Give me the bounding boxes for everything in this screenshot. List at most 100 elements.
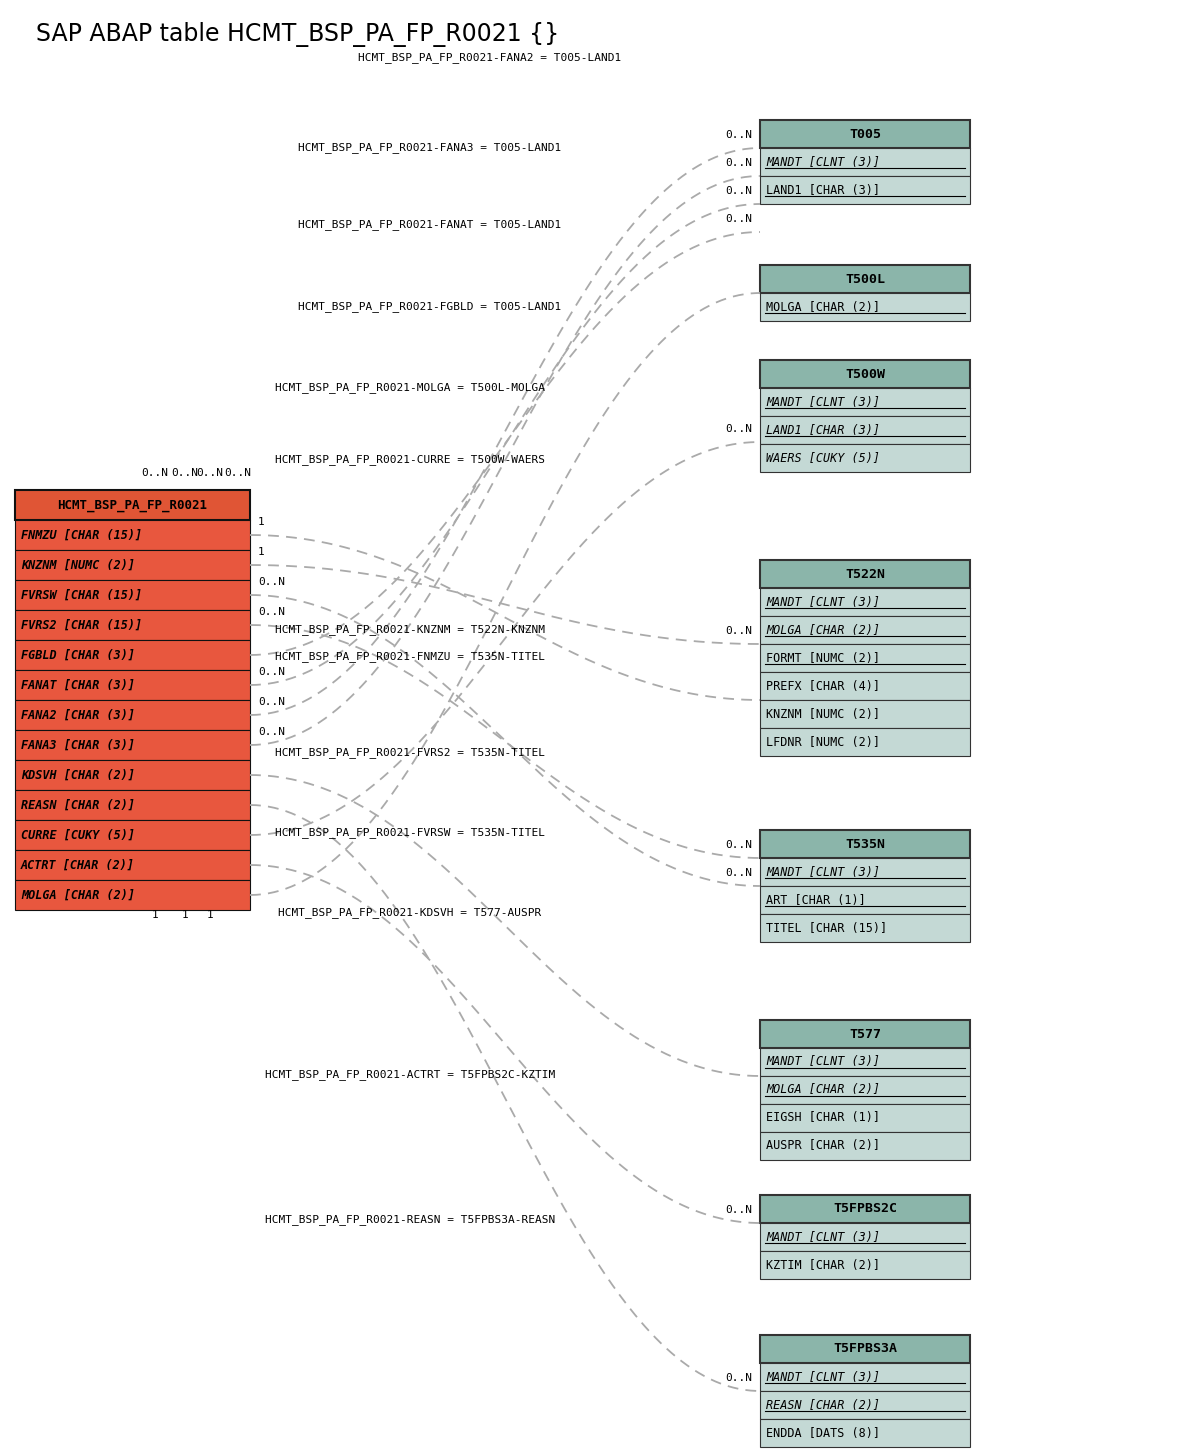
Text: 0..N: 0..N <box>725 215 752 223</box>
FancyBboxPatch shape <box>760 589 970 616</box>
FancyBboxPatch shape <box>14 700 250 729</box>
FancyBboxPatch shape <box>14 521 250 550</box>
Text: HCMT_BSP_PA_FP_R0021-MOLGA = T500L-MOLGA: HCMT_BSP_PA_FP_R0021-MOLGA = T500L-MOLGA <box>275 383 545 393</box>
FancyBboxPatch shape <box>760 1251 970 1279</box>
Text: T500L: T500L <box>846 273 885 286</box>
FancyBboxPatch shape <box>760 1048 970 1076</box>
Text: HCMT_BSP_PA_FP_R0021-FVRS2 = T535N-TITEL: HCMT_BSP_PA_FP_R0021-FVRS2 = T535N-TITEL <box>275 748 545 758</box>
Text: HCMT_BSP_PA_FP_R0021-CURRE = T500W-WAERS: HCMT_BSP_PA_FP_R0021-CURRE = T500W-WAERS <box>275 454 545 465</box>
Text: HCMT_BSP_PA_FP_R0021: HCMT_BSP_PA_FP_R0021 <box>58 499 208 512</box>
Text: T500W: T500W <box>846 367 885 380</box>
Text: FGBLD [CHAR (3)]: FGBLD [CHAR (3)] <box>20 648 135 661</box>
Text: HCMT_BSP_PA_FP_R0021-REASN = T5FPBS3A-REASN: HCMT_BSP_PA_FP_R0021-REASN = T5FPBS3A-RE… <box>265 1215 555 1225</box>
Text: 0..N: 0..N <box>142 468 168 479</box>
FancyBboxPatch shape <box>760 914 970 942</box>
Text: MANDT [CLNT (3)]: MANDT [CLNT (3)] <box>766 155 880 168</box>
Text: 0..N: 0..N <box>725 840 752 850</box>
Text: KNZNM [NUMC (2)]: KNZNM [NUMC (2)] <box>766 708 880 721</box>
FancyBboxPatch shape <box>760 560 970 589</box>
Text: HCMT_BSP_PA_FP_R0021-ACTRT = T5FPBS2C-KZTIM: HCMT_BSP_PA_FP_R0021-ACTRT = T5FPBS2C-KZ… <box>265 1070 555 1080</box>
FancyBboxPatch shape <box>14 490 250 521</box>
Text: AUSPR [CHAR (2)]: AUSPR [CHAR (2)] <box>766 1140 880 1153</box>
Text: FANA3 [CHAR (3)]: FANA3 [CHAR (3)] <box>20 738 135 751</box>
FancyBboxPatch shape <box>14 880 250 911</box>
FancyBboxPatch shape <box>760 148 970 175</box>
Text: MOLGA [CHAR (2)]: MOLGA [CHAR (2)] <box>766 624 880 637</box>
FancyBboxPatch shape <box>14 670 250 700</box>
Text: HCMT_BSP_PA_FP_R0021-FNMZU = T535N-TITEL: HCMT_BSP_PA_FP_R0021-FNMZU = T535N-TITEL <box>275 651 545 663</box>
FancyBboxPatch shape <box>760 671 970 700</box>
Text: T5FPBS3A: T5FPBS3A <box>833 1343 897 1356</box>
Text: T535N: T535N <box>846 838 885 851</box>
FancyBboxPatch shape <box>760 1132 970 1160</box>
FancyBboxPatch shape <box>14 821 250 850</box>
Text: CURRE [CUKY (5)]: CURRE [CUKY (5)] <box>20 828 135 841</box>
FancyBboxPatch shape <box>760 293 970 320</box>
Text: T522N: T522N <box>846 567 885 580</box>
Text: 0..N: 0..N <box>172 468 198 479</box>
Text: KZTIM [CHAR (2)]: KZTIM [CHAR (2)] <box>766 1259 880 1272</box>
Text: HCMT_BSP_PA_FP_R0021-FGBLD = T005-LAND1: HCMT_BSP_PA_FP_R0021-FGBLD = T005-LAND1 <box>298 302 562 312</box>
Text: FANAT [CHAR (3)]: FANAT [CHAR (3)] <box>20 679 135 692</box>
FancyBboxPatch shape <box>760 1391 970 1420</box>
Text: T005: T005 <box>849 128 882 141</box>
Text: 0..N: 0..N <box>725 1205 752 1215</box>
Text: ACTRT [CHAR (2)]: ACTRT [CHAR (2)] <box>20 858 135 871</box>
Text: ART [CHAR (1)]: ART [CHAR (1)] <box>766 893 866 906</box>
FancyBboxPatch shape <box>14 790 250 821</box>
Text: REASN [CHAR (2)]: REASN [CHAR (2)] <box>766 1398 880 1411</box>
Text: REASN [CHAR (2)]: REASN [CHAR (2)] <box>20 799 135 812</box>
Text: 1: 1 <box>258 518 264 526</box>
Text: 0..N: 0..N <box>725 130 752 141</box>
FancyBboxPatch shape <box>760 1363 970 1391</box>
Text: 1: 1 <box>181 911 189 919</box>
FancyBboxPatch shape <box>760 886 970 914</box>
Text: KNZNM [NUMC (2)]: KNZNM [NUMC (2)] <box>20 558 135 571</box>
Text: FANA2 [CHAR (3)]: FANA2 [CHAR (3)] <box>20 709 135 722</box>
Text: MOLGA [CHAR (2)]: MOLGA [CHAR (2)] <box>766 1083 880 1096</box>
Text: MANDT [CLNT (3)]: MANDT [CLNT (3)] <box>766 1056 880 1069</box>
FancyBboxPatch shape <box>14 610 250 639</box>
Text: MOLGA [CHAR (2)]: MOLGA [CHAR (2)] <box>766 300 880 313</box>
Text: ENDDA [DATS (8)]: ENDDA [DATS (8)] <box>766 1427 880 1440</box>
Text: 0..N: 0..N <box>258 697 285 708</box>
Text: HCMT_BSP_PA_FP_R0021-FVRSW = T535N-TITEL: HCMT_BSP_PA_FP_R0021-FVRSW = T535N-TITEL <box>275 828 545 838</box>
Text: MANDT [CLNT (3)]: MANDT [CLNT (3)] <box>766 596 880 609</box>
Text: LAND1 [CHAR (3)]: LAND1 [CHAR (3)] <box>766 423 880 436</box>
FancyBboxPatch shape <box>14 760 250 790</box>
Text: 0..N: 0..N <box>725 186 752 196</box>
Text: T5FPBS2C: T5FPBS2C <box>833 1202 897 1215</box>
FancyBboxPatch shape <box>760 616 970 644</box>
FancyBboxPatch shape <box>760 1195 970 1222</box>
Text: FORMT [NUMC (2)]: FORMT [NUMC (2)] <box>766 651 880 664</box>
Text: 0..N: 0..N <box>725 626 752 637</box>
FancyBboxPatch shape <box>760 1222 970 1251</box>
FancyBboxPatch shape <box>760 120 970 148</box>
Text: 0..N: 0..N <box>725 869 752 879</box>
FancyBboxPatch shape <box>760 858 970 886</box>
FancyBboxPatch shape <box>14 639 250 670</box>
Text: MANDT [CLNT (3)]: MANDT [CLNT (3)] <box>766 1231 880 1244</box>
Text: FVRS2 [CHAR (15)]: FVRS2 [CHAR (15)] <box>20 619 142 632</box>
FancyBboxPatch shape <box>760 416 970 444</box>
Text: 1: 1 <box>207 911 214 919</box>
Text: MANDT [CLNT (3)]: MANDT [CLNT (3)] <box>766 866 880 879</box>
FancyBboxPatch shape <box>760 1420 970 1447</box>
Text: 0..N: 0..N <box>258 667 285 677</box>
Text: MANDT [CLNT (3)]: MANDT [CLNT (3)] <box>766 1370 880 1383</box>
FancyBboxPatch shape <box>760 700 970 728</box>
Text: 0..N: 0..N <box>225 468 251 479</box>
Text: 0..N: 0..N <box>258 608 285 618</box>
Text: HCMT_BSP_PA_FP_R0021-KDSVH = T577-AUSPR: HCMT_BSP_PA_FP_R0021-KDSVH = T577-AUSPR <box>279 908 542 918</box>
FancyBboxPatch shape <box>760 644 970 671</box>
FancyBboxPatch shape <box>760 175 970 204</box>
FancyBboxPatch shape <box>760 728 970 755</box>
Text: 1: 1 <box>258 547 264 557</box>
Text: WAERS [CUKY (5)]: WAERS [CUKY (5)] <box>766 451 880 464</box>
Text: 0..N: 0..N <box>725 423 752 434</box>
Text: FNMZU [CHAR (15)]: FNMZU [CHAR (15)] <box>20 528 142 541</box>
Text: TITEL [CHAR (15)]: TITEL [CHAR (15)] <box>766 922 888 934</box>
Text: 0..N: 0..N <box>197 468 223 479</box>
FancyBboxPatch shape <box>14 729 250 760</box>
FancyBboxPatch shape <box>760 1103 970 1132</box>
